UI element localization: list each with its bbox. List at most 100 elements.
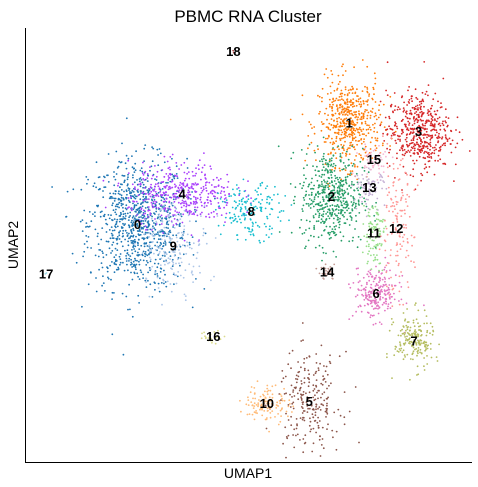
- cluster-point: [340, 110, 343, 113]
- cluster-point: [127, 173, 129, 176]
- cluster-point: [332, 124, 335, 127]
- cluster-point: [169, 255, 172, 257]
- cluster-point: [266, 387, 269, 390]
- cluster-point: [152, 205, 155, 208]
- cluster-point: [299, 182, 301, 185]
- cluster-point: [361, 202, 364, 205]
- cluster-point: [148, 295, 151, 298]
- cluster-point: [379, 290, 382, 293]
- cluster-point: [269, 412, 272, 414]
- cluster-point: [118, 231, 120, 234]
- cluster-point: [318, 208, 321, 211]
- cluster-point: [351, 184, 353, 187]
- cluster-point: [123, 190, 125, 193]
- cluster-point: [339, 200, 342, 203]
- cluster-point: [424, 157, 427, 160]
- cluster-point: [355, 99, 358, 102]
- cluster-point: [386, 162, 389, 165]
- cluster-point: [328, 122, 331, 125]
- cluster-point: [288, 399, 291, 402]
- cluster-point: [426, 331, 428, 334]
- cluster-point: [338, 197, 340, 199]
- cluster-point: [388, 277, 390, 280]
- cluster-point: [384, 150, 386, 153]
- cluster-point: [378, 109, 380, 111]
- cluster-point: [388, 210, 390, 213]
- cluster-point: [320, 221, 322, 224]
- cluster-point: [336, 204, 339, 206]
- cluster-point: [223, 198, 226, 200]
- cluster-point: [437, 150, 440, 152]
- cluster-point: [300, 396, 302, 398]
- cluster-point: [266, 215, 268, 218]
- cluster-point: [335, 214, 337, 217]
- cluster-point: [269, 196, 271, 199]
- cluster-point: [251, 413, 254, 416]
- cluster-point: [178, 196, 180, 199]
- cluster-point: [154, 288, 156, 291]
- cluster-point: [327, 114, 329, 116]
- cluster-point: [146, 245, 149, 247]
- cluster-point: [428, 160, 431, 162]
- cluster-point: [396, 108, 399, 111]
- cluster-point: [348, 224, 351, 226]
- cluster-point: [109, 192, 111, 195]
- cluster-point: [441, 136, 444, 139]
- cluster-point: [446, 125, 449, 128]
- cluster-point: [232, 188, 234, 191]
- cluster-label-2: 2: [328, 189, 335, 204]
- cluster-point: [329, 85, 332, 88]
- cluster-point: [303, 419, 306, 422]
- cluster-point: [351, 134, 354, 137]
- cluster-point: [190, 247, 193, 250]
- cluster-point: [129, 201, 131, 204]
- cluster-point: [355, 202, 357, 205]
- cluster-point: [340, 118, 342, 121]
- cluster-point: [414, 105, 417, 108]
- cluster-point: [145, 260, 148, 262]
- cluster-point: [94, 228, 97, 231]
- cluster-point: [300, 380, 303, 382]
- cluster-point: [369, 247, 372, 250]
- cluster-point: [406, 127, 409, 129]
- cluster-point: [335, 97, 338, 100]
- cluster-point: [102, 282, 105, 284]
- cluster-point: [313, 388, 316, 390]
- cluster-point: [357, 100, 360, 103]
- cluster-point: [173, 200, 176, 203]
- cluster-point: [156, 170, 159, 173]
- cluster-point: [205, 189, 208, 192]
- cluster-point: [144, 225, 147, 228]
- cluster-point: [319, 362, 321, 365]
- cluster-point: [379, 297, 381, 300]
- cluster-point: [133, 205, 136, 208]
- cluster-point: [121, 232, 124, 235]
- cluster-point: [340, 122, 342, 125]
- cluster-point: [386, 166, 389, 169]
- cluster-point: [340, 239, 343, 242]
- cluster-point: [284, 375, 287, 378]
- cluster-point: [251, 229, 254, 232]
- cluster-point: [147, 225, 150, 227]
- cluster-point: [178, 249, 180, 251]
- cluster-point: [330, 192, 332, 195]
- cluster-point: [139, 198, 142, 201]
- cluster-point: [178, 191, 180, 194]
- cluster-point: [358, 110, 360, 113]
- cluster-point: [338, 96, 341, 98]
- cluster-point: [310, 199, 313, 202]
- cluster-point: [94, 254, 97, 257]
- cluster-point: [377, 307, 379, 310]
- cluster-point: [356, 152, 358, 154]
- cluster-point: [426, 155, 429, 158]
- cluster-point: [349, 117, 352, 120]
- cluster-point: [193, 183, 195, 186]
- cluster-point: [378, 269, 380, 272]
- cluster-point: [154, 185, 156, 188]
- cluster-point: [130, 221, 133, 224]
- cluster-point: [420, 100, 423, 103]
- cluster-point: [159, 264, 162, 267]
- cluster-point: [422, 119, 424, 122]
- cluster-point: [333, 89, 336, 92]
- cluster-point: [90, 220, 93, 223]
